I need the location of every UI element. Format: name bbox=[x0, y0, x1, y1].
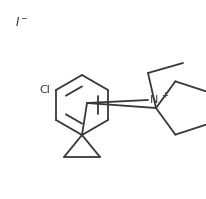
Text: +: + bbox=[160, 91, 167, 100]
Text: N: N bbox=[149, 95, 158, 105]
Text: I$^-$: I$^-$ bbox=[15, 16, 28, 28]
Text: Cl: Cl bbox=[39, 85, 50, 95]
